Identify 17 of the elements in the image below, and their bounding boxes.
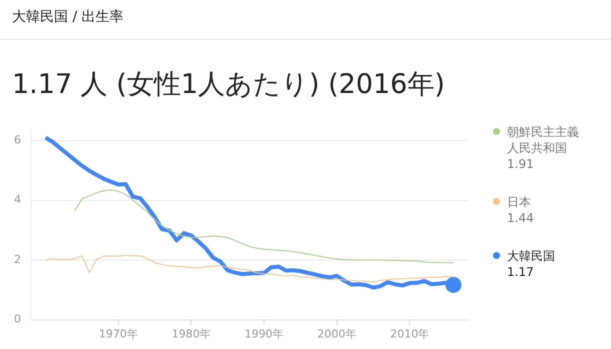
y-tick-label: 6 <box>14 133 21 146</box>
x-tick-label: 1970年 <box>98 327 138 340</box>
text: 1.91 <box>507 156 535 172</box>
y-tick-label: 2 <box>14 252 21 266</box>
legend-label: 朝鮮民主主義人民共和国 <box>507 124 580 156</box>
chart-subtitle: 大韓民国 / 出生率 <box>12 8 124 26</box>
x-tick-label: 1990年 <box>244 327 284 340</box>
y-tick-label: 4 <box>14 193 21 206</box>
x-tick-label: 2010年 <box>390 327 430 340</box>
y-tick-label: 0 <box>14 312 21 326</box>
text: 1.17 <box>507 264 535 280</box>
legend-label: 日本 <box>507 194 532 210</box>
text: 1.44 <box>507 210 535 226</box>
x-tick-label: 2000年 <box>317 327 356 340</box>
chart-title: 1.17 人 (女性1人あたり) (2016年) <box>12 68 445 102</box>
legend-label: 大韓民国 <box>507 248 556 264</box>
x-tick-label: 1980年 <box>172 327 211 340</box>
